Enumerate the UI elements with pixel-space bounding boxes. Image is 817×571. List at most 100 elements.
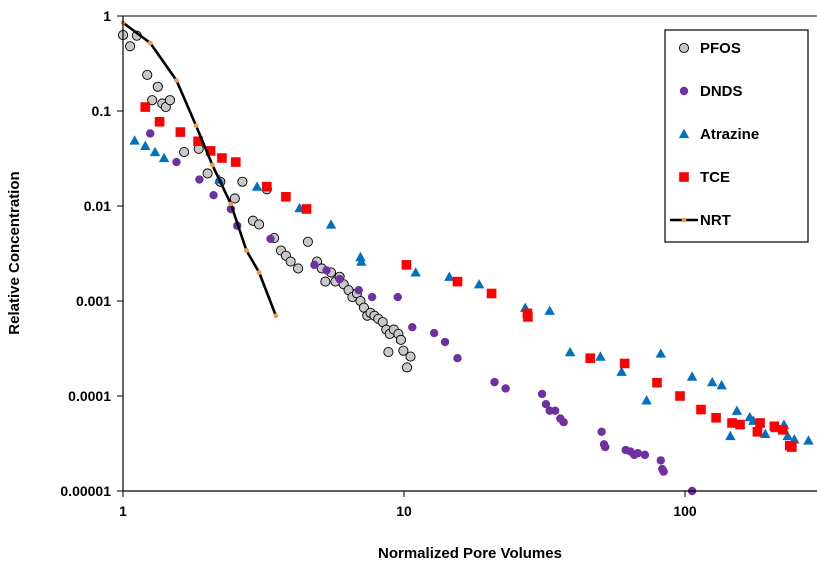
data-point-atrazine [356, 256, 367, 266]
data-point-dnds [440, 337, 450, 347]
data-point-dnds [266, 234, 275, 244]
data-point-atrazine [564, 346, 576, 357]
data-point-pfos [202, 168, 213, 179]
data-point-atrazine [686, 371, 698, 381]
legend-label-nrt: NRT [700, 212, 731, 229]
data-point-pfos [229, 193, 240, 204]
data-point-pfos [398, 345, 409, 356]
data-point-dnds [408, 322, 417, 332]
data-point-atrazine [149, 146, 161, 157]
legend-swatch-atrazine [678, 128, 690, 139]
data-point-pfos [383, 347, 394, 358]
series-dnds [146, 129, 697, 496]
data-point-dnds [659, 467, 668, 476]
data-point-dnds [354, 285, 363, 295]
data-point-atrazine [782, 430, 793, 441]
data-point-tce [652, 377, 662, 388]
data-point-pfos [405, 351, 416, 362]
data-point-dnds [640, 450, 650, 460]
data-point-pfos [320, 276, 331, 287]
series-tce [140, 102, 797, 452]
data-point-tce [262, 181, 272, 192]
y-tick-label: 0.0001 [68, 388, 111, 404]
data-point-dnds [393, 292, 402, 302]
data-point-tce [585, 353, 596, 363]
legend-label-tce: TCE [700, 169, 730, 186]
data-point-pfos [237, 176, 248, 187]
legend: PFOS DNDS Atrazine TCE NRT [664, 29, 809, 243]
data-point-dnds [209, 190, 218, 200]
data-point-nrt [193, 123, 199, 129]
data-point-dnds [195, 175, 204, 184]
data-point-atrazine [716, 379, 727, 390]
data-point-pfos [164, 95, 176, 106]
legend-swatch-dnds [679, 86, 689, 96]
data-point-dnds [550, 406, 560, 415]
axis-ticks [117, 15, 686, 497]
data-point-tce [675, 391, 685, 401]
legend-item-tce: TCE [679, 169, 730, 186]
legend-item-nrt: NRT [670, 212, 731, 229]
legend-item-pfos: PFOS [678, 40, 741, 57]
data-point-nrt [256, 270, 262, 275]
data-point-tce [778, 425, 788, 435]
data-point-tce [230, 157, 241, 167]
data-point-dnds [453, 353, 462, 363]
y-tick-label: 0.1 [92, 103, 112, 119]
data-point-dnds [600, 442, 610, 452]
data-point-tce [523, 312, 533, 322]
data-point-nrt [273, 313, 279, 319]
legend-swatch-tce [679, 172, 689, 182]
legend-swatch-pfos [678, 42, 690, 54]
data-point-dnds [146, 129, 155, 138]
data-point-tce [727, 418, 737, 428]
data-point-atrazine [595, 351, 606, 361]
data-point-atrazine [325, 219, 337, 229]
data-point-tce [154, 116, 165, 127]
data-point-tce [787, 442, 797, 452]
data-point-atrazine [725, 430, 736, 441]
data-point-dnds [559, 417, 568, 427]
data-point-tce [301, 204, 312, 214]
data-point-tce [281, 191, 291, 202]
data-point-atrazine [129, 135, 140, 145]
series-pfos [117, 30, 416, 373]
data-point-tce [452, 276, 463, 287]
data-point-dnds [429, 328, 439, 338]
data-point-dnds [656, 456, 665, 465]
data-point-atrazine [731, 405, 743, 415]
data-point-dnds [537, 389, 547, 399]
data-point-tce [486, 288, 497, 299]
data-point-pfos [285, 256, 296, 267]
data-point-pfos [142, 69, 153, 80]
data-point-pfos [302, 236, 313, 247]
data-point-dnds [501, 384, 510, 393]
data-point-dnds [633, 448, 643, 458]
data-point-dnds [335, 274, 344, 284]
data-point-atrazine [803, 435, 814, 445]
data-point-pfos [254, 219, 265, 230]
data-point-nrt [147, 40, 153, 46]
data-point-pfos [152, 81, 163, 92]
data-point-pfos [179, 146, 190, 158]
y-tick-label: 0.001 [76, 293, 111, 309]
plot-series [117, 20, 814, 496]
data-point-nrt [228, 201, 234, 207]
legend-items: PFOS DNDS Atrazine TCE NRT [670, 40, 759, 229]
data-point-tce [755, 418, 765, 428]
y-axis-title: Relative Concentration [6, 171, 23, 334]
legend-label-pfos: PFOS [700, 40, 741, 57]
legend-label-dnds: DNDS [700, 83, 743, 100]
data-point-tce [769, 421, 780, 432]
data-point-nrt [174, 77, 179, 83]
legend-item-dnds: DNDS [679, 83, 743, 100]
legend-label-atrazine: Atrazine [700, 126, 759, 143]
data-point-dnds [541, 399, 551, 409]
x-tick-label: 10 [396, 503, 412, 519]
x-tick-label: 100 [673, 503, 697, 519]
data-point-atrazine [140, 140, 151, 150]
data-point-dnds [367, 292, 377, 302]
data-point-atrazine [641, 395, 652, 405]
data-point-atrazine [251, 181, 263, 191]
